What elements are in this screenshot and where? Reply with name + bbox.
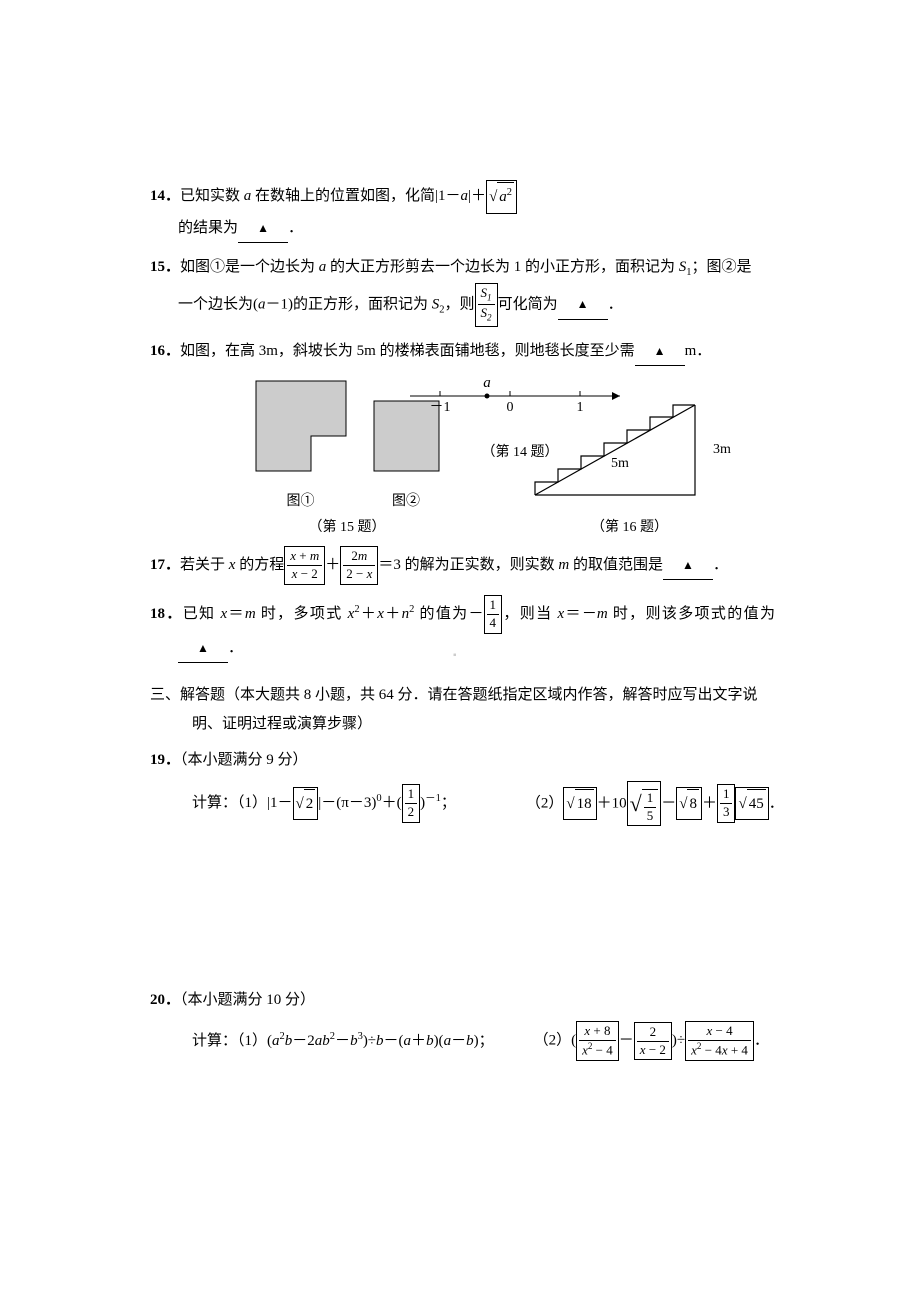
svg-text:1: 1	[577, 400, 584, 415]
q16-caption: （第 16 题）	[525, 515, 735, 542]
number-line-svg: a －1 0 1	[405, 374, 635, 429]
answer-blank	[635, 337, 685, 367]
spacer	[150, 836, 775, 986]
section-3-heading: 三、解答题（本大题共 8 小题，共 64 分．请在答题纸指定区域内作答，解答时应…	[150, 681, 775, 738]
q19-num: 19．	[150, 752, 180, 768]
q16-num: 16．	[150, 343, 180, 359]
frac-2-x2: 2x − 2	[634, 1022, 672, 1061]
frac-x8: x + 8x2 − 4	[576, 1021, 619, 1061]
frac-xm-x2: x + mx − 2	[284, 546, 325, 585]
q18-num: 18．	[150, 606, 183, 622]
watermark-dot: ▪	[453, 646, 457, 665]
q14-line2: 的结果为．	[150, 214, 775, 244]
number-line-figure: a －1 0 1 （第 14 题）	[405, 374, 635, 466]
figure-1: 图①	[251, 376, 351, 515]
q15-line1: 15．如图①是一个边长为 a 的大正方形剪去一个边长为 1 的小正方形，面积记为…	[150, 253, 775, 283]
q15-line2: 一个边长为(a－1)的正方形，面积记为 S2，则S1S2可化简为．	[150, 283, 775, 327]
question-18: 18．已知 x＝m 时，多项式 x2＋x＋n2 的值为－14，则当 x＝－m 时…	[150, 595, 775, 663]
sqrt-18: √18	[563, 787, 596, 821]
frac-1-4: 14	[484, 595, 503, 634]
q19-calc: 计算：（1）|1－√2|－(π－3)0＋(12)－1； （2）√18＋10√15…	[150, 781, 775, 827]
q14-line1: 14．已知实数 a 在数轴上的位置如图，化简|1－a|＋√a2	[150, 180, 775, 214]
answer-blank	[238, 214, 288, 244]
sqrt-45: √45	[735, 787, 768, 821]
question-20: 20．（本小题满分 10 分） 计算：（1）(a2b－2ab2－b3)÷b－(a…	[150, 986, 775, 1061]
sqrt-8: √8	[676, 787, 702, 821]
answer-blank	[178, 634, 228, 664]
svg-text:3m: 3m	[713, 442, 731, 457]
q18-line2: ．	[150, 634, 775, 664]
q17-num: 17．	[150, 557, 180, 573]
question-16: 16．如图，在高 3m，斜坡长为 5m 的楼梯表面铺地毯，则地毯长度至少需m．	[150, 337, 775, 367]
sqrt-1-5: √15	[627, 781, 662, 827]
answer-blank	[558, 290, 608, 320]
frac-1-2: 12	[402, 784, 421, 823]
question-17: 17．若关于 x 的方程x + mx − 2＋2m2 − x＝3 的解为正实数，…	[150, 546, 775, 585]
svg-text:－1: －1	[430, 400, 451, 415]
question-19: 19．（本小题满分 9 分） 计算：（1）|1－√2|－(π－3)0＋(12)－…	[150, 746, 775, 826]
frac-x4: x − 4x2 − 4x + 4	[685, 1021, 754, 1061]
frac-1-3: 13	[717, 784, 736, 823]
answer-blank	[663, 551, 713, 581]
frac-2m-2x: 2m2 − x	[340, 546, 378, 585]
q14-num: 14．	[150, 188, 180, 204]
sqrt-2: √2	[293, 787, 319, 821]
q20-calc: 计算：（1）(a2b－2ab2－b3)÷b－(a＋b)(a－b)； （2）(x …	[150, 1021, 775, 1061]
q15-caption: （第 15 题）	[251, 515, 444, 542]
svg-text:a: a	[483, 375, 491, 391]
question-15: 15．如图①是一个边长为 a 的大正方形剪去一个边长为 1 的小正方形，面积记为…	[150, 253, 775, 327]
question-14: 14．已知实数 a 在数轴上的位置如图，化简|1－a|＋√a2 的结果为． a …	[150, 180, 775, 243]
q15-num: 15．	[150, 259, 180, 275]
svg-text:0: 0	[507, 400, 514, 415]
sqrt-a-squared: √a2	[486, 180, 517, 214]
frac-s1-s2: S1S2	[475, 283, 498, 327]
q14-caption: （第 14 题）	[405, 440, 635, 467]
q20-num: 20．	[150, 992, 180, 1008]
